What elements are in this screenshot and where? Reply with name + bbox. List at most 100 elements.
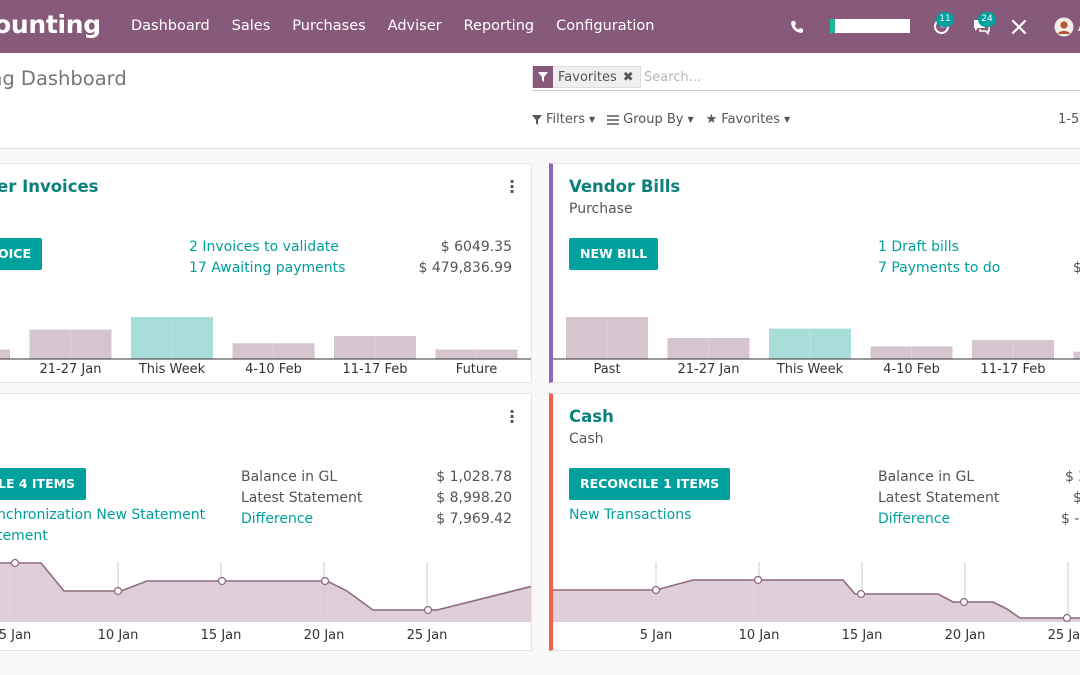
difference-amount: $ 7,969.42	[436, 511, 512, 527]
bar[interactable]	[667, 338, 750, 359]
bar[interactable]	[769, 328, 851, 359]
amount-awaiting: $ 479,836.99	[418, 260, 512, 276]
data-point[interactable]	[753, 575, 763, 585]
kebab-menu-icon[interactable]: · · ·	[509, 402, 516, 431]
main-menu: Dashboard Sales Purchases Adviser Report…	[131, 0, 676, 53]
balance-gl-label: Balance in GL	[241, 469, 338, 485]
data-point[interactable]	[10, 558, 20, 568]
data-point[interactable]	[959, 597, 969, 607]
user-avatar[interactable]: A	[1054, 0, 1080, 53]
vendor-bills-card: Vendor Bills Purchase NEW BILL 1 Draft b…	[549, 163, 1080, 383]
cash-line-chart: 5 Jan 10 Jan 15 Jan 20 Jan 25 Jan	[553, 562, 1080, 643]
x-tick-label: 5 Jan	[0, 628, 31, 643]
status-bar-widget[interactable]	[830, 19, 910, 33]
search-input[interactable]	[644, 67, 1044, 87]
bar[interactable]	[0, 349, 10, 359]
series-line	[0, 562, 531, 611]
latest-statement-label: Latest Statement	[241, 490, 363, 506]
x-tick-label: 21-27 Jan	[40, 362, 102, 377]
kebab-menu-icon[interactable]: · · ·	[509, 172, 516, 201]
invoices-to-validate-link[interactable]: 2 Invoices to validate	[189, 239, 339, 255]
x-tick-label: 11-17 Feb	[981, 362, 1046, 377]
x-tick-label: 25 Jan	[407, 628, 448, 643]
cash-card: Cash Cash RECONCILE 1 ITEMS New Transact…	[549, 393, 1080, 651]
amount-to-validate: $ 6049.35	[440, 239, 512, 255]
menu-configuration[interactable]: Configuration	[556, 18, 655, 34]
new-invoice-button[interactable]: OICE	[0, 238, 42, 270]
draft-bills-link[interactable]: 1 Draft bills	[878, 239, 959, 255]
search-facet-favorites[interactable]: Favorites ✖	[532, 66, 641, 88]
reconcile-items-button[interactable]: RECONCILE 1 ITEMS	[569, 468, 731, 500]
payments-to-do-link[interactable]: 7 Payments to do	[878, 260, 1001, 276]
data-point[interactable]	[113, 586, 123, 596]
phone-icon[interactable]	[790, 0, 804, 53]
bank-line-chart: 5 Jan 10 Jan 15 Jan 20 Jan 25 Jan	[0, 558, 531, 643]
caret-down-icon: ▼	[687, 115, 694, 124]
menu-sales[interactable]: Sales	[231, 18, 271, 34]
search-box: Favorites ✖	[532, 65, 1080, 91]
bar[interactable]	[29, 329, 112, 359]
bank-card: · · · LE 4 ITEMS nchronization New Stateme…	[0, 393, 532, 651]
x-tick-label: Future	[456, 362, 497, 377]
synchronization-link[interactable]: nchronization New Statement	[0, 507, 206, 523]
search-options: Filters ▼ Group By ▼ ★ Favorites ▼	[532, 112, 802, 127]
x-tick-label: 11-17 Feb	[343, 362, 408, 377]
data-point[interactable]	[651, 585, 661, 595]
bar[interactable]	[870, 346, 953, 359]
card-title[interactable]: Vendor Bills	[569, 177, 681, 196]
favorites-button[interactable]: ★ Favorites ▼	[706, 112, 791, 127]
filters-button[interactable]: Filters ▼	[532, 112, 595, 127]
list-icon	[607, 114, 620, 125]
x-tick-label: This Week	[138, 362, 206, 377]
messages-badge: 24	[978, 12, 996, 27]
facet-remove-icon[interactable]: ✖	[622, 69, 634, 85]
x-tick-label: 5 Jan	[640, 628, 672, 643]
card-title[interactable]: Cash	[569, 407, 614, 426]
bar[interactable]	[435, 349, 518, 359]
new-bill-button[interactable]: NEW BILL	[569, 238, 659, 270]
bar[interactable]	[232, 343, 315, 359]
balance-gl-label: Balance in GL	[878, 469, 975, 485]
x-tick-label: 20 Jan	[945, 628, 986, 643]
filter-icon	[532, 114, 542, 125]
data-point[interactable]	[1062, 613, 1072, 623]
menu-dashboard[interactable]: Dashboard	[131, 18, 210, 34]
bar[interactable]	[566, 317, 648, 359]
awaiting-payments-link[interactable]: 17 Awaiting payments	[189, 260, 346, 276]
user-name[interactable]: A	[1078, 19, 1080, 35]
invoices-bar-chart: 21-27 Jan This Week 4-10 Feb 11-17 Feb Futur…	[0, 317, 531, 377]
debug-tools-icon[interactable]	[1011, 0, 1027, 53]
groupby-button[interactable]: Group By ▼	[607, 112, 694, 127]
card-title[interactable]: er Invoices	[0, 177, 99, 196]
x-tick-label: 15 Jan	[842, 628, 883, 643]
pager-value[interactable]: 1-5	[1058, 112, 1080, 127]
data-point[interactable]	[856, 589, 866, 599]
activity-badge: 11	[936, 12, 954, 27]
x-tick-label: 10 Jan	[739, 628, 780, 643]
statement-link[interactable]: tement	[0, 528, 48, 544]
reconcile-items-button[interactable]: LE 4 ITEMS	[0, 468, 87, 500]
difference-link[interactable]: Difference	[878, 511, 951, 527]
data-point[interactable]	[423, 605, 433, 615]
bar[interactable]	[972, 340, 1054, 359]
app-title[interactable]: ounting	[0, 10, 101, 39]
card-subtitle: Purchase	[569, 201, 633, 217]
area-fill	[553, 580, 1080, 622]
bar[interactable]	[131, 317, 213, 359]
bills-bar-chart: Past 21-27 Jan This Week 4-10 Feb 11-17 Feb	[553, 317, 1080, 377]
control-panel: ng Dashboard Favorites ✖ Filters ▼ Group…	[0, 53, 1080, 149]
data-point[interactable]	[320, 576, 330, 586]
x-tick-label: 15 Jan	[201, 628, 242, 643]
data-point[interactable]	[217, 576, 227, 586]
menu-purchases[interactable]: Purchases	[292, 18, 366, 34]
favorites-label: Favorites	[721, 112, 780, 127]
bar[interactable]	[1073, 351, 1080, 359]
menu-adviser[interactable]: Adviser	[387, 18, 442, 34]
facet-label: Favorites	[558, 69, 617, 85]
new-transactions-link[interactable]: New Transactions	[569, 507, 692, 523]
difference-link[interactable]: Difference	[241, 511, 314, 527]
bar[interactable]	[334, 335, 416, 359]
x-tick-label: Past	[593, 362, 620, 377]
x-tick-label: 10 Jan	[98, 628, 139, 643]
menu-reporting[interactable]: Reporting	[463, 18, 535, 34]
